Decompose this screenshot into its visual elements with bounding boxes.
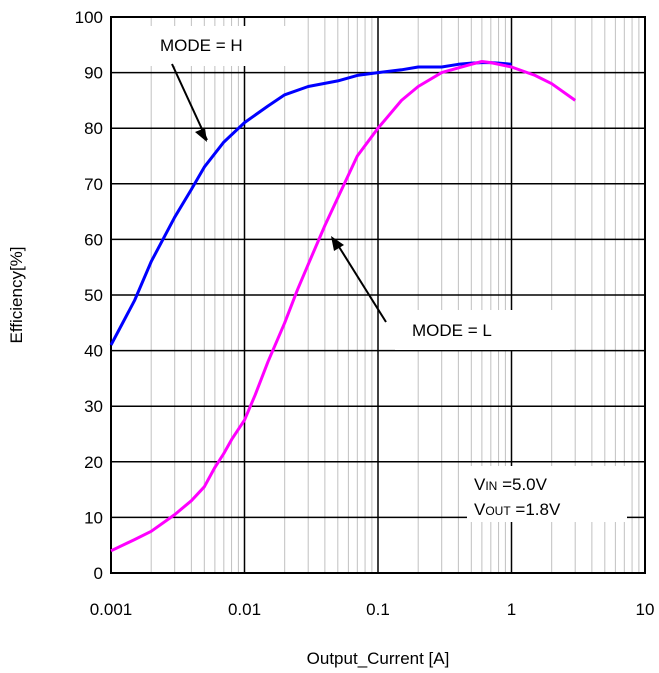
x-tick-label: 0.001 <box>90 600 133 619</box>
vout-label: VOUT =1.8V <box>474 500 561 519</box>
x-axis-title: Output_Current [A] <box>307 649 450 668</box>
mode-h-arrowhead <box>195 128 207 142</box>
y-tick-label: 70 <box>84 175 103 194</box>
mode-l-arrowhead <box>331 236 344 251</box>
y-tick-label: 100 <box>75 8 103 27</box>
vin-label: VIN =5.0V <box>474 475 548 494</box>
x-tick-label: 0.1 <box>366 600 390 619</box>
y-tick-labels: 0 10 20 30 40 50 60 70 80 90 100 <box>75 8 103 583</box>
mode-l-arrow <box>335 241 387 323</box>
y-tick-label: 10 <box>84 508 103 527</box>
y-tick-label: 20 <box>84 453 103 472</box>
mode-l-label-box <box>395 310 570 350</box>
x-tick-labels: 0.001 0.01 0.1 1 10 <box>90 600 655 619</box>
mode-l-label: MODE = L <box>412 321 492 340</box>
x-tick-label: 10 <box>636 600 655 619</box>
y-tick-label: 40 <box>84 342 103 361</box>
y-tick-label: 60 <box>84 230 103 249</box>
y-tick-label: 50 <box>84 286 103 305</box>
mode-h-label-box <box>150 26 290 66</box>
plot-frame <box>110 16 646 574</box>
mode-h-arrow <box>171 63 208 141</box>
y-tick-label: 0 <box>94 564 103 583</box>
x-tick-label: 1 <box>507 600 516 619</box>
y-axis-title: Efficiency[%] <box>7 246 26 343</box>
conditions-box <box>467 466 627 522</box>
x-tick-label: 0.01 <box>228 600 261 619</box>
mode-h-label: MODE = H <box>160 36 243 55</box>
series-line-mode-l <box>110 60 577 553</box>
y-tick-label: 80 <box>84 119 103 138</box>
series-group <box>109 60 577 553</box>
y-tick-label: 90 <box>84 64 103 83</box>
y-tick-label: 30 <box>84 397 103 416</box>
